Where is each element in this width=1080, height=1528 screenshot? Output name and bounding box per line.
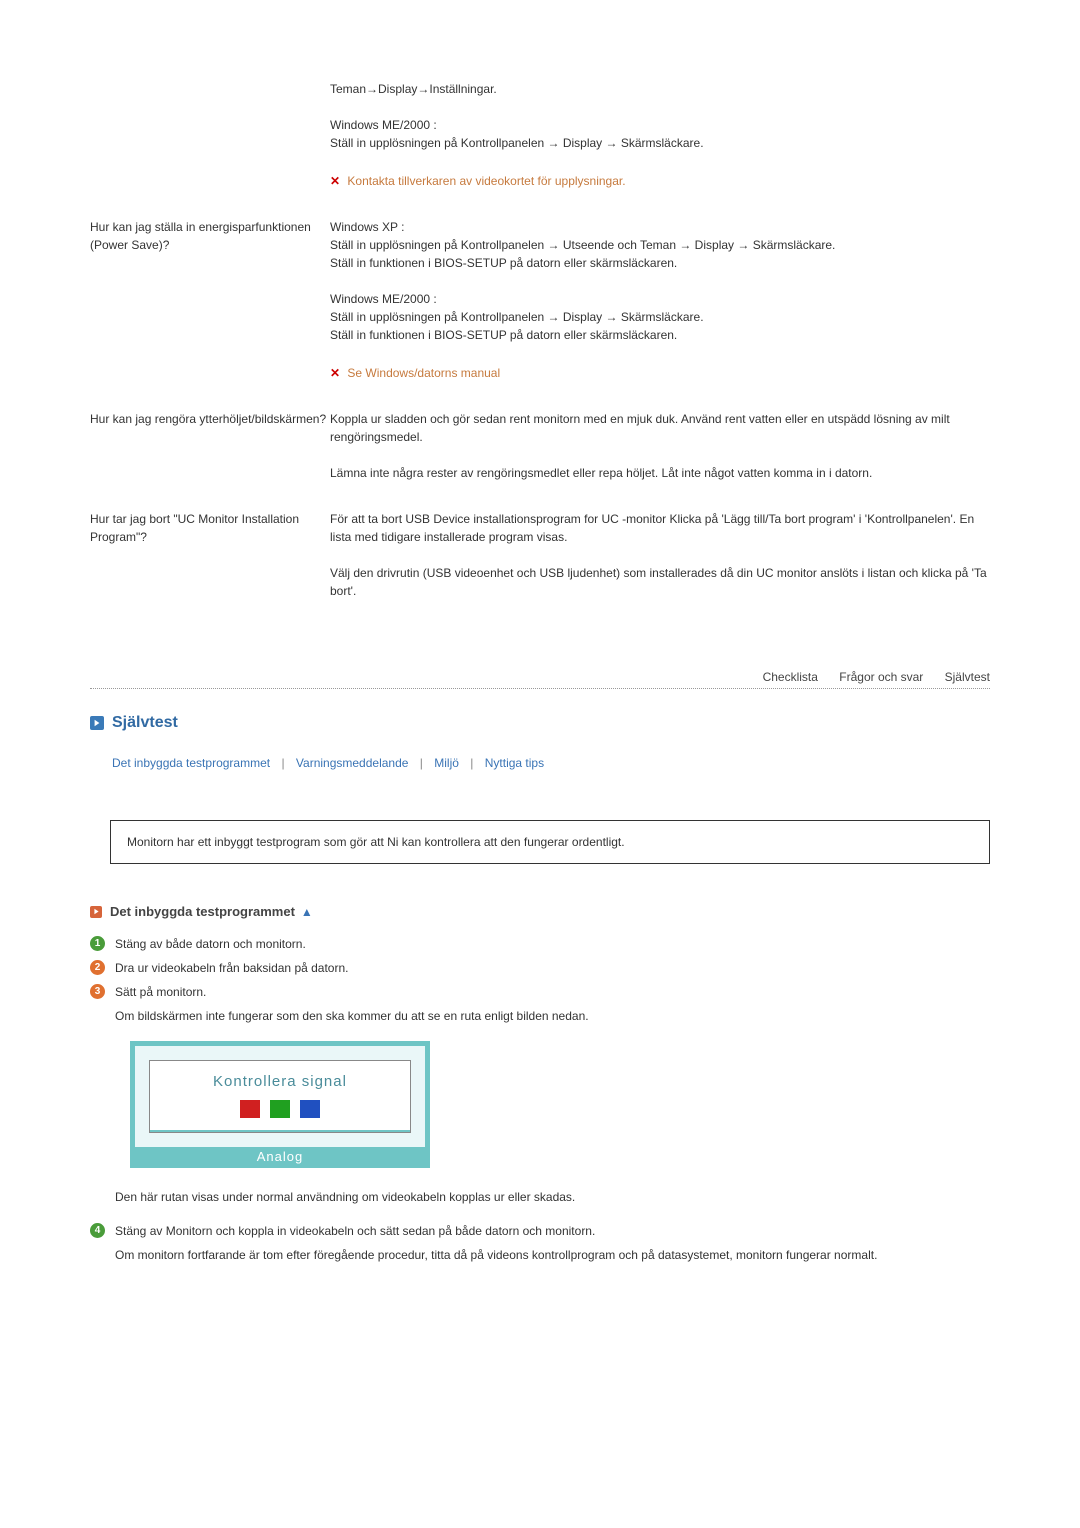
step-item: 4 Stäng av Monitorn och koppla in videok… (90, 1222, 990, 1240)
x-icon: ✕ (330, 172, 340, 190)
up-arrow-icon[interactable]: ▲ (301, 905, 313, 919)
subsection-title: Det inbyggda testprogrammet (110, 904, 295, 919)
faq-table: Teman→Display→Inställningar. Windows ME/… (90, 80, 990, 600)
section-title: Självtest (112, 714, 178, 732)
step-number-icon: 3 (90, 984, 105, 999)
x-icon: ✕ (330, 364, 340, 382)
faq-row: Hur tar jag bort "UC Monitor Installatio… (90, 510, 990, 600)
tab-bar: Checklista Frågor och svar Självtest (90, 670, 990, 689)
signal-text: Kontrollera signal (150, 1073, 410, 1090)
faq-answer: För att ta bort USB Device installations… (330, 510, 990, 600)
step-followup: Om bildskärmen inte fungerar som den ska… (115, 1007, 990, 1025)
faq-answer: Teman→Display→Inställningar. Windows ME/… (330, 80, 990, 190)
steps-list: 1 Stäng av både datorn och monitorn. 2 D… (90, 935, 990, 1264)
arrow-right-icon (90, 906, 102, 918)
faq-question: Hur kan jag ställa in energisparfunktion… (90, 218, 330, 382)
sub-nav: Det inbyggda testprogrammet | Varningsme… (90, 756, 990, 770)
step-item: 2 Dra ur videokabeln från baksidan på da… (90, 959, 990, 977)
info-box: Monitorn har ett inbyggt testprogram som… (110, 820, 990, 864)
signal-label: Analog (130, 1147, 430, 1168)
step-number-icon: 4 (90, 1223, 105, 1238)
subsection-heading: Det inbyggda testprogrammet ▲ (90, 904, 990, 919)
step-followup: Om monitorn fortfarande är tom efter för… (115, 1246, 990, 1264)
faq-note: ✕ Kontakta tillverkaren av videokortet f… (330, 172, 990, 190)
faq-question (90, 80, 330, 190)
blue-square-icon (300, 1100, 320, 1118)
step-item: 3 Sätt på monitorn. (90, 983, 990, 1001)
faq-row: Hur kan jag rengöra ytterhöljet/bildskär… (90, 410, 990, 482)
tab-sjalvtest[interactable]: Självtest (945, 670, 990, 684)
step-number-icon: 2 (90, 960, 105, 975)
red-square-icon (240, 1100, 260, 1118)
faq-row: Hur kan jag ställa in energisparfunktion… (90, 218, 990, 382)
step-item: 1 Stäng av både datorn och monitorn. (90, 935, 990, 953)
faq-question: Hur tar jag bort "UC Monitor Installatio… (90, 510, 330, 600)
tab-checklista[interactable]: Checklista (763, 670, 818, 684)
tab-fragor[interactable]: Frågor och svar (839, 670, 923, 684)
subnav-link[interactable]: Varningsmeddelande (296, 756, 409, 770)
arrow-right-icon (90, 716, 104, 730)
green-square-icon (270, 1100, 290, 1118)
subnav-link[interactable]: Det inbyggda testprogrammet (112, 756, 270, 770)
section-heading: Självtest (90, 714, 990, 732)
faq-row: Teman→Display→Inställningar. Windows ME/… (90, 80, 990, 190)
faq-answer: Windows XP : Ställ in upplösningen på Ko… (330, 218, 990, 382)
faq-question: Hur kan jag rengöra ytterhöljet/bildskär… (90, 410, 330, 482)
faq-answer: Koppla ur sladden och gör sedan rent mon… (330, 410, 990, 482)
rgb-squares (150, 1100, 410, 1118)
faq-note: ✕ Se Windows/datorns manual (330, 364, 990, 382)
step-followup: Den här rutan visas under normal användn… (115, 1188, 990, 1206)
step-number-icon: 1 (90, 936, 105, 951)
subnav-link[interactable]: Nyttiga tips (485, 756, 544, 770)
subnav-link[interactable]: Miljö (434, 756, 459, 770)
signal-check-diagram: Kontrollera signal Analog (130, 1041, 430, 1168)
